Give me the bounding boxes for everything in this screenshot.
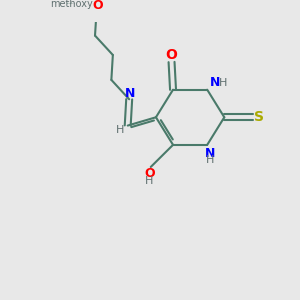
Text: N: N [124, 87, 135, 100]
Text: methoxy: methoxy [50, 0, 93, 9]
Text: methoxy: methoxy [70, 3, 76, 4]
Text: H: H [145, 176, 153, 186]
Text: H: H [116, 125, 124, 135]
Text: S: S [254, 110, 264, 124]
Text: methoxy: methoxy [67, 3, 73, 4]
Text: O: O [166, 48, 178, 62]
Text: N: N [209, 76, 220, 89]
Text: O: O [144, 167, 154, 180]
Text: N: N [205, 147, 215, 160]
Text: H: H [206, 155, 214, 165]
Text: H: H [218, 78, 227, 88]
Text: O: O [93, 0, 103, 12]
